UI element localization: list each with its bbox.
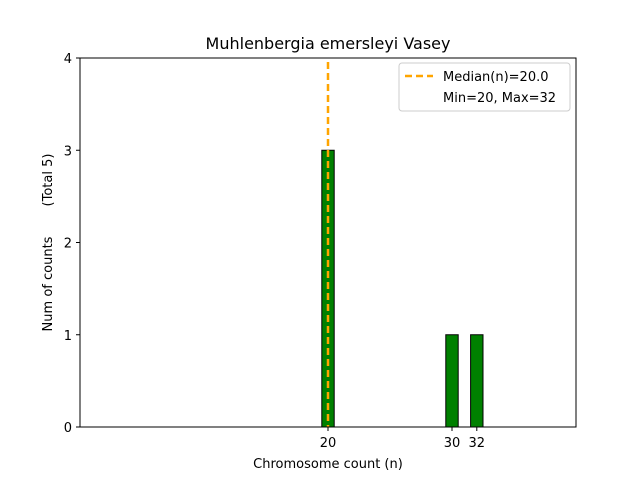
bar-30: [445, 334, 459, 428]
chart-title: Muhlenbergia emersleyi Vasey: [206, 34, 451, 53]
bars-group: [321, 149, 484, 428]
legend: Median(n)=20.0 Min=20, Max=32: [398, 62, 571, 112]
x-tick-label: 20: [320, 436, 337, 451]
y-axis-ticks: 0 1 2 3 4: [64, 52, 80, 436]
y-tick-label: 1: [64, 329, 72, 344]
bar-32: [470, 334, 484, 428]
y-tick-label: 0: [64, 421, 72, 436]
y-axis-title: Num of counts: [41, 236, 56, 331]
x-axis-title: Chromosome count (n): [253, 457, 403, 472]
legend-entry-median: Median(n)=20.0: [443, 70, 549, 85]
y-tick-label: 2: [64, 237, 72, 252]
x-axis-ticks: 20 30 32: [320, 427, 485, 451]
y-axis-total-note: (Total 5): [41, 154, 56, 207]
x-tick-label: 32: [469, 436, 486, 451]
y-tick-label: 3: [64, 144, 72, 159]
legend-entry-range: Min=20, Max=32: [443, 91, 556, 106]
x-tick-label: 30: [444, 436, 461, 451]
y-tick-label: 4: [64, 52, 72, 67]
legend-box: [398, 62, 571, 112]
